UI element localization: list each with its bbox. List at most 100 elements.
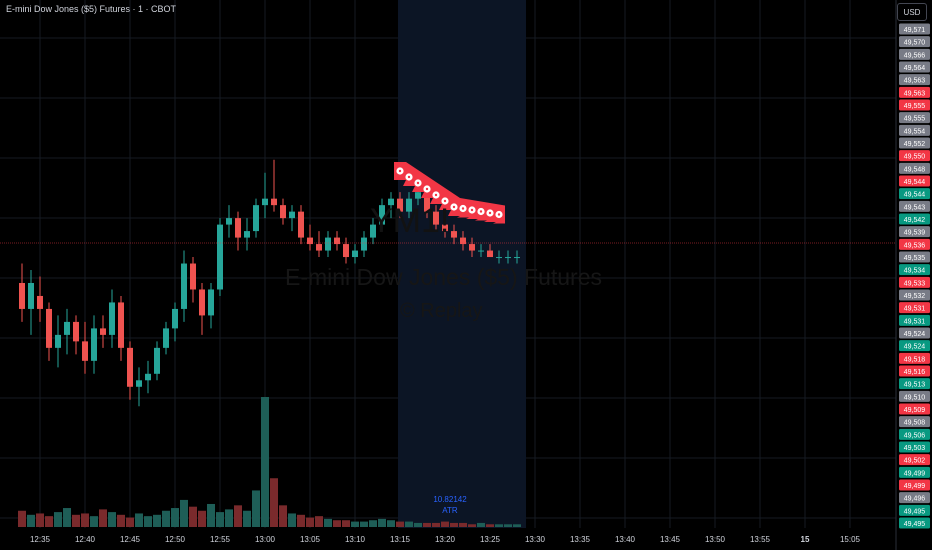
candle[interactable] bbox=[325, 231, 331, 258]
trade-marker[interactable] bbox=[423, 185, 431, 193]
candle[interactable] bbox=[379, 198, 385, 232]
price-tag[interactable]: 49,566 bbox=[899, 48, 930, 60]
price-tag[interactable]: 49,555 bbox=[899, 112, 930, 124]
price-tag[interactable]: 49,548 bbox=[899, 162, 930, 174]
price-tag[interactable]: 49,554 bbox=[899, 124, 930, 136]
price-tag[interactable]: 49,503 bbox=[899, 441, 930, 453]
candle[interactable] bbox=[145, 360, 151, 394]
price-tag[interactable]: 49,535 bbox=[899, 251, 930, 263]
candle[interactable] bbox=[208, 282, 214, 329]
candle[interactable] bbox=[334, 231, 340, 251]
candle[interactable] bbox=[199, 282, 205, 335]
price-tag[interactable]: 49,555 bbox=[899, 99, 930, 111]
price-tag[interactable]: 49,510 bbox=[899, 390, 930, 402]
currency-button[interactable]: USD bbox=[897, 3, 927, 21]
trade-marker[interactable] bbox=[468, 206, 476, 214]
price-tag[interactable]: 49,499 bbox=[899, 466, 930, 478]
price-tag[interactable]: 49,524 bbox=[899, 327, 930, 339]
candle[interactable] bbox=[73, 315, 79, 355]
candle[interactable] bbox=[451, 224, 457, 245]
candle[interactable] bbox=[91, 315, 97, 374]
candle[interactable] bbox=[226, 205, 232, 238]
price-tag[interactable]: 49,495 bbox=[899, 517, 930, 529]
candle[interactable] bbox=[82, 321, 88, 374]
candle[interactable] bbox=[316, 231, 322, 258]
candle[interactable] bbox=[217, 218, 223, 296]
price-tag[interactable]: 49,534 bbox=[899, 264, 930, 276]
price-tag[interactable]: 49,552 bbox=[899, 137, 930, 149]
price-tag[interactable]: 49,531 bbox=[899, 314, 930, 326]
candle[interactable] bbox=[136, 367, 142, 407]
candle[interactable] bbox=[343, 237, 349, 264]
candle[interactable] bbox=[64, 308, 70, 355]
price-tag[interactable]: 49,502 bbox=[899, 454, 930, 466]
candle[interactable] bbox=[478, 244, 484, 258]
price-tag[interactable]: 49,516 bbox=[899, 365, 930, 377]
trade-marker[interactable] bbox=[441, 197, 449, 205]
candle[interactable] bbox=[496, 250, 502, 264]
candle[interactable] bbox=[361, 231, 367, 258]
price-tag[interactable]: 49,518 bbox=[899, 352, 930, 364]
trade-marker[interactable] bbox=[459, 204, 467, 213]
trade-marker[interactable] bbox=[396, 167, 404, 175]
candle[interactable] bbox=[154, 341, 160, 381]
price-tag[interactable]: 49,524 bbox=[899, 340, 930, 352]
trade-marker[interactable] bbox=[432, 191, 440, 199]
candle[interactable] bbox=[109, 289, 115, 348]
candle[interactable] bbox=[172, 302, 178, 342]
candle[interactable] bbox=[397, 192, 403, 219]
candle[interactable] bbox=[487, 244, 493, 258]
candle[interactable] bbox=[253, 198, 259, 238]
candle[interactable] bbox=[460, 231, 466, 251]
trade-marker[interactable] bbox=[477, 207, 485, 216]
trade-marker[interactable] bbox=[405, 173, 413, 181]
candle[interactable] bbox=[28, 270, 34, 335]
price-axis[interactable]: 49,571 49,570 49,566 49,564 49,563 49,563 49,5… bbox=[895, 0, 932, 550]
candle[interactable] bbox=[406, 192, 412, 219]
candle[interactable] bbox=[352, 244, 358, 264]
candle[interactable] bbox=[289, 205, 295, 232]
symbol-title[interactable]: E-mini Dow Jones ($5) Futures · 1 · CBOT bbox=[6, 4, 177, 14]
candle[interactable] bbox=[181, 250, 187, 322]
candle[interactable] bbox=[190, 257, 196, 303]
candle[interactable] bbox=[280, 198, 286, 225]
candle[interactable] bbox=[46, 302, 52, 361]
candle[interactable] bbox=[262, 172, 268, 219]
trade-marker[interactable] bbox=[450, 203, 458, 211]
candle[interactable] bbox=[37, 276, 43, 322]
candle[interactable] bbox=[19, 263, 25, 322]
candle[interactable] bbox=[100, 315, 106, 348]
trade-marker[interactable] bbox=[486, 209, 494, 217]
candle[interactable] bbox=[370, 218, 376, 245]
candle[interactable] bbox=[235, 211, 241, 251]
price-tag[interactable]: 49,513 bbox=[899, 378, 930, 390]
price-tag[interactable]: 49,496 bbox=[899, 492, 930, 504]
price-tag[interactable]: 49,536 bbox=[899, 238, 930, 250]
price-tag[interactable]: 49,531 bbox=[899, 302, 930, 314]
price-tag[interactable]: 49,506 bbox=[899, 428, 930, 440]
candle[interactable] bbox=[118, 295, 124, 361]
time-axis[interactable]: 12:35 12:40 12:45 12:50 12:55 13:00 13:05 13:10… bbox=[30, 535, 861, 544]
price-tag[interactable]: 49,495 bbox=[899, 504, 930, 516]
candle[interactable] bbox=[127, 341, 133, 400]
price-tag[interactable]: 49,564 bbox=[899, 61, 930, 73]
trade-marker[interactable] bbox=[414, 179, 422, 187]
price-tag[interactable]: 49,544 bbox=[899, 188, 930, 200]
price-tag[interactable]: 49,550 bbox=[899, 150, 930, 162]
candle[interactable] bbox=[433, 205, 439, 232]
candle[interactable] bbox=[244, 218, 250, 251]
candle[interactable] bbox=[55, 315, 61, 368]
trade-markers[interactable] bbox=[394, 162, 505, 224]
price-tag[interactable]: 49,508 bbox=[899, 416, 930, 428]
price-tag[interactable]: 49,539 bbox=[899, 226, 930, 238]
price-tag[interactable]: 49,544 bbox=[899, 175, 930, 187]
price-tag[interactable]: 49,563 bbox=[899, 86, 930, 98]
price-tag[interactable]: 49,509 bbox=[899, 403, 930, 415]
candlesticks[interactable] bbox=[19, 159, 520, 407]
price-tag[interactable]: 49,532 bbox=[899, 289, 930, 301]
candle[interactable] bbox=[505, 250, 511, 264]
candle[interactable] bbox=[388, 192, 394, 219]
price-tag[interactable]: 49,543 bbox=[899, 200, 930, 212]
price-tag[interactable]: 49,542 bbox=[899, 213, 930, 225]
